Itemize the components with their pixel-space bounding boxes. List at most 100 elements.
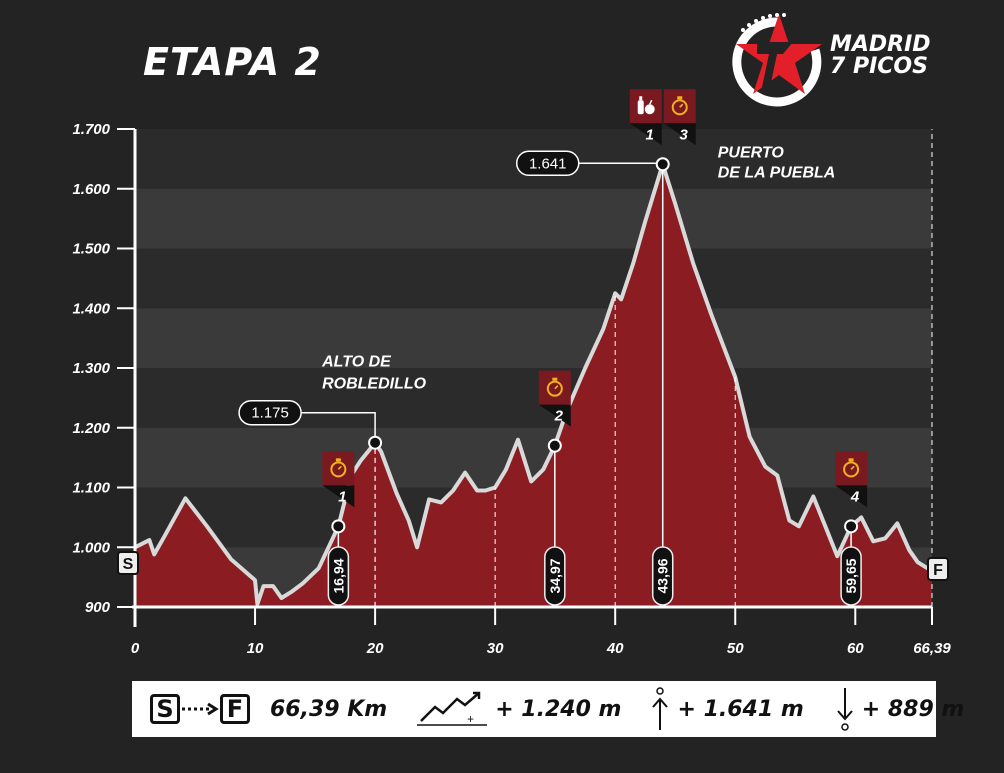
y-tick-label: 1.200 bbox=[72, 420, 110, 437]
checkpoint-badge: 4 bbox=[835, 451, 868, 508]
stopwatch-hand bbox=[554, 385, 559, 390]
chart-area-layer bbox=[134, 162, 934, 608]
y-tick-label: 1.500 bbox=[72, 241, 110, 258]
km-pill-bg bbox=[651, 546, 674, 606]
km-pill: 16,94 bbox=[327, 546, 350, 606]
km-pill-bg bbox=[544, 546, 566, 606]
y-tick-label: 1.400 bbox=[72, 300, 110, 317]
chart-axis-layer: 900 1.000 1.100 1.200 1.300 1.400 1.500 1.600 1.… bbox=[72, 121, 951, 657]
start-marker-letter: S bbox=[123, 556, 134, 573]
y-tick-label: 1.300 bbox=[72, 360, 110, 377]
madrid-7-picos-logo: MADRID 7 PICOS bbox=[727, 12, 937, 107]
svg-text:+: + bbox=[467, 712, 474, 726]
apple-icon bbox=[644, 104, 655, 115]
bottle-icon bbox=[637, 100, 644, 115]
km-pill-label: 34,97 bbox=[547, 558, 563, 593]
km-pill-label: 16,94 bbox=[330, 558, 346, 593]
x-tick-label: 10 bbox=[247, 640, 264, 657]
peak-annotation: 1.641 PUERTO DE LA PUEBLA bbox=[515, 144, 836, 181]
stopwatch-crown bbox=[552, 377, 558, 381]
y-tick-label: 1.700 bbox=[72, 121, 110, 138]
marker-dot bbox=[331, 519, 346, 534]
x-tick-label: 66,39 bbox=[913, 640, 951, 657]
elevation-profile-chart: 900 1.000 1.100 1.200 1.300 1.400 1.500 1.600 1.… bbox=[72, 89, 951, 657]
badge-bottom bbox=[538, 404, 571, 427]
badge-bottom bbox=[663, 123, 696, 146]
grid-band bbox=[135, 308, 932, 368]
x-tick-label: 0 bbox=[131, 640, 140, 657]
stopwatch-crown bbox=[677, 96, 683, 100]
stopwatch-crown bbox=[335, 458, 341, 462]
peak-value-bubble bbox=[238, 399, 302, 426]
stopwatch-icon bbox=[843, 461, 860, 478]
grid-band bbox=[135, 248, 932, 309]
start-marker: S bbox=[117, 551, 139, 575]
elevation-gain-value: + 1.240 m bbox=[495, 696, 622, 722]
x-tick-label: 30 bbox=[487, 640, 504, 657]
stopwatch-crown bbox=[848, 458, 854, 462]
km-pill: 34,97 bbox=[544, 546, 566, 606]
marker-dot bbox=[655, 157, 670, 172]
finish-marker: F bbox=[927, 557, 949, 581]
stopwatch-icon bbox=[671, 99, 688, 116]
km-pill: 43,96 bbox=[651, 546, 674, 606]
checkpoint-badge: 3 bbox=[663, 89, 696, 146]
badge-number: 1 bbox=[646, 126, 654, 143]
x-tick-label: 20 bbox=[366, 640, 384, 657]
stopwatch-hand bbox=[679, 103, 684, 108]
finish-box: F bbox=[220, 694, 250, 724]
badge-number: 3 bbox=[680, 126, 689, 143]
badge-number: 2 bbox=[554, 408, 564, 425]
peak-dot bbox=[368, 435, 383, 450]
peak-name: ALTO DE bbox=[321, 354, 392, 371]
max-altitude-value: + 1.641 m bbox=[677, 696, 804, 722]
start-box: S bbox=[150, 694, 180, 724]
checkpoint-badge: 1 bbox=[322, 451, 355, 508]
km-pill-label: 59,65 bbox=[843, 558, 859, 593]
finish-marker-letter: F bbox=[933, 562, 943, 579]
km-pill: 59,65 bbox=[840, 546, 862, 606]
star-logo-icon bbox=[732, 13, 822, 107]
min-altitude-icon bbox=[836, 688, 853, 731]
km-pill-bg bbox=[840, 546, 862, 606]
grid-band bbox=[135, 188, 932, 249]
badge-bottom bbox=[322, 485, 355, 508]
x-tick-label: 50 bbox=[727, 640, 744, 657]
y-tick-label: 900 bbox=[85, 599, 111, 616]
peak-name: ROBLEDILLO bbox=[322, 376, 427, 393]
peak-value: 1.175 bbox=[251, 405, 289, 422]
y-tick-label: 1.000 bbox=[72, 539, 110, 556]
chart-marker-layer: 16,94 1 34,97 2 43,96 1 3 59,65 4 1.175 ALTO DE ROB… bbox=[238, 89, 868, 607]
logo-line-2: 7 PICOS bbox=[830, 54, 928, 79]
peak-leader bbox=[300, 411, 376, 437]
marker-dot bbox=[547, 438, 562, 453]
logo-line-1: MADRID bbox=[830, 32, 931, 57]
km-pill-label: 43,96 bbox=[655, 558, 671, 593]
y-tick-label: 1.600 bbox=[72, 181, 110, 198]
min-altitude-value: + 889 m bbox=[861, 696, 965, 722]
x-tick-label: 40 bbox=[606, 640, 624, 657]
apple-stem bbox=[649, 99, 653, 105]
dotted-arrow-icon bbox=[182, 702, 219, 716]
badge-bottom bbox=[629, 123, 662, 146]
max-altitude-icon bbox=[652, 687, 669, 730]
peak-name: DE LA PUEBLA bbox=[718, 164, 836, 181]
peak-annotation: 1.175 ALTO DE ROBLEDILLO bbox=[238, 354, 427, 607]
km-pill-bg bbox=[327, 546, 350, 606]
elevation-area bbox=[135, 164, 932, 608]
peak-value: 1.641 bbox=[529, 155, 567, 172]
x-tick-label: 60 bbox=[847, 640, 864, 657]
distance-value: 66,39 Km bbox=[270, 696, 388, 722]
elevation-profile-line bbox=[134, 162, 934, 606]
elevation-gain-icon: + bbox=[417, 691, 488, 726]
stopwatch-icon bbox=[546, 380, 563, 397]
stage-title: ETAPA 2 bbox=[143, 40, 322, 84]
stopwatch-icon bbox=[330, 461, 347, 478]
stopwatch-hand bbox=[337, 465, 342, 470]
checkpoint-badge: 1 bbox=[629, 89, 662, 146]
stopwatch-hand bbox=[850, 465, 855, 470]
marker-dot bbox=[844, 519, 859, 534]
y-tick-label: 1.100 bbox=[72, 480, 110, 497]
finish-marker-box bbox=[927, 557, 949, 581]
badge-number: 4 bbox=[850, 488, 860, 505]
